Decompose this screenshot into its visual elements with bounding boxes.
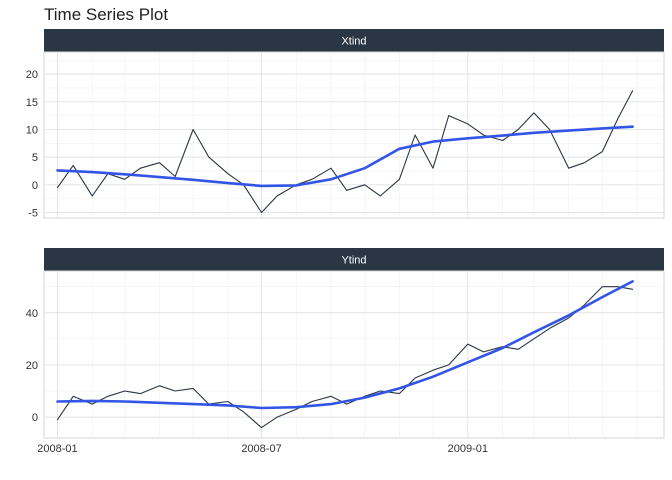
series-line-ytind [56, 286, 634, 429]
panel-border [43, 270, 665, 439]
y-tick-label: 5 [32, 152, 38, 164]
y-tick-label: 40 [26, 308, 38, 320]
y-tick-label: 15 [26, 97, 38, 109]
smooth-line-xtind [56, 125, 634, 188]
strip-label: Xtind [341, 36, 366, 48]
strip-label: Ytind [341, 255, 366, 267]
y-tick-label: 10 [26, 124, 38, 136]
strip-xtind [44, 29, 664, 52]
x-tick-label: 2008-07 [241, 443, 281, 455]
series-line-xtind [56, 90, 634, 214]
y-tick-label: -5 [28, 207, 38, 219]
y-tick-label: 0 [32, 180, 38, 192]
chart-title: Time Series Plot [44, 5, 169, 24]
x-tick-label: 2008-01 [37, 443, 77, 455]
strip-ytind [44, 248, 664, 271]
y-tick-label: 0 [32, 412, 38, 424]
smooth-line-ytind [56, 280, 634, 410]
x-tick-label: 2009-01 [448, 443, 488, 455]
y-tick-label: 20 [26, 360, 38, 372]
y-tick-label: 20 [26, 69, 38, 81]
panel-border [43, 51, 665, 219]
